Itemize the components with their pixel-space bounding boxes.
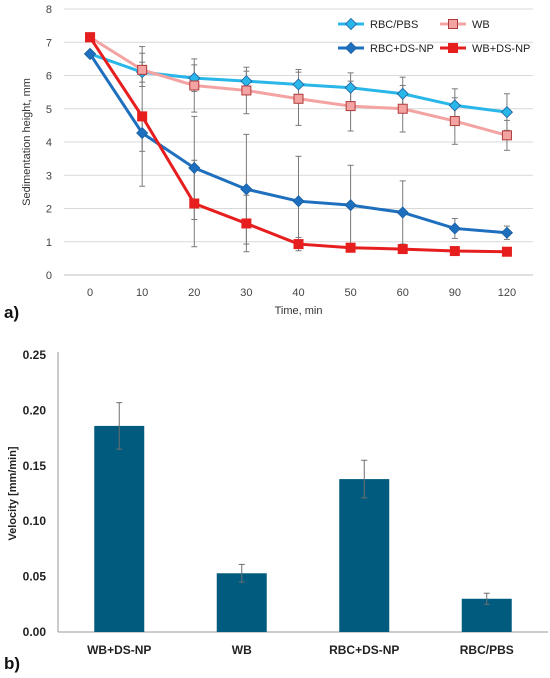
bar-chart-panel-b: 0.00 0.05 0.10 0.15 0.20 0.25 WB+DS-NP WB RBC+DS… (4, 348, 548, 673)
data-point-wb (501, 130, 512, 141)
data-point-wb-ds-np (397, 244, 408, 255)
data-point-rbc-pbs (344, 81, 357, 94)
legend-label: WB (472, 19, 490, 31)
data-point-rbc-ds-np (136, 126, 149, 140)
error-bar-rbc-ds-np (361, 459, 368, 499)
legend-marker (344, 17, 358, 31)
data-point-wb (345, 101, 356, 112)
legend-item-wb: WB (440, 19, 490, 31)
y-tick-label: 0 (46, 270, 52, 282)
legend-marker (448, 19, 458, 29)
data-point-wb (293, 93, 304, 104)
y-tick-label: 0.10 (23, 514, 47, 528)
data-point-wb-ds-np (137, 111, 148, 122)
bar-wb-ds-np (94, 425, 145, 632)
x-tick-label: WB (232, 643, 252, 657)
x-axis-label: Time, min (275, 305, 323, 317)
data-point-rbc-pbs (292, 78, 305, 91)
y-tick-label: 0.05 (23, 570, 47, 584)
data-point-wb (449, 116, 460, 127)
y-axis-label: Velocity [mm/min] (7, 446, 19, 540)
x-tick-label: RBC/PBS (460, 643, 514, 657)
y-tick-label: 0.25 (23, 348, 47, 362)
data-point-rbc-ds-np (188, 161, 201, 175)
data-point-wb (241, 85, 252, 96)
data-point-rbc-pbs (448, 99, 461, 112)
x-tick-label: 60 (397, 287, 409, 299)
y-tick-label: 0.00 (23, 625, 47, 639)
error-bar-wb-ds-np (116, 402, 123, 450)
panel-label-b: b) (4, 654, 20, 673)
data-point-rbc-ds-np (83, 47, 97, 60)
data-point-rbc-ds-np (240, 183, 253, 196)
x-tick-label: 50 (344, 287, 356, 299)
legend-label: WB+DS-NP (472, 43, 530, 55)
legend-item-wb-ds-np: WB+DS-NP (440, 43, 530, 55)
y-tick-label: 8 (46, 4, 52, 16)
y-tick-label: 0.15 (23, 459, 47, 473)
data-point-wb-ds-np (85, 32, 96, 43)
x-tick-label: 20 (188, 287, 200, 299)
data-point-rbc-ds-np (396, 206, 409, 219)
series-wb-ds-np (85, 32, 512, 257)
y-tick-label: 5 (46, 104, 52, 116)
y-tick-label: 0.20 (23, 403, 47, 417)
x-tick-label: 0 (87, 287, 93, 299)
data-point-rbc-ds-np (344, 199, 357, 212)
data-point-wb (397, 103, 408, 114)
bar-wb (216, 573, 267, 632)
x-tick-label: 120 (498, 287, 516, 299)
x-tick-label: 90 (449, 287, 461, 299)
data-point-rbc-ds-np (448, 222, 461, 235)
y-tick-label: 1 (46, 237, 52, 249)
bar-rbc-ds-np (339, 479, 390, 632)
legend-item-rbc-ds-np: RBC+DS-NP (338, 41, 434, 55)
data-point-rbc-pbs (500, 106, 514, 119)
y-tick-label: 2 (46, 204, 52, 216)
y-tick-label: 6 (46, 71, 52, 83)
data-point-rbc-ds-np (500, 226, 514, 239)
data-point-rbc-pbs (240, 75, 253, 88)
error-bar-wb (238, 563, 245, 583)
legend-item-rbc-pbs: RBC/PBS (338, 17, 418, 31)
legend-marker (448, 43, 458, 53)
legend-label: RBC+DS-NP (370, 43, 434, 55)
legend-marker (344, 41, 358, 55)
data-point-rbc-ds-np (292, 195, 305, 208)
data-point-wb-ds-np (449, 246, 460, 257)
data-point-wb (189, 80, 200, 91)
x-tick-label: RBC+DS-NP (329, 643, 399, 657)
x-tick-label: 10 (136, 287, 148, 299)
legend-label: RBC/PBS (370, 19, 418, 31)
data-point-wb-ds-np (501, 246, 512, 257)
y-axis-label: Sedimentation height, mm (21, 78, 33, 206)
data-point-wb (137, 64, 148, 75)
data-point-wb-ds-np (345, 242, 356, 253)
error-bar-rbc-pbs (483, 592, 490, 605)
data-point-rbc-pbs (396, 87, 409, 100)
y-tick-label: 7 (46, 37, 52, 49)
x-tick-label: 30 (240, 287, 252, 299)
panel-label-a: a) (4, 303, 19, 322)
y-tick-label: 4 (46, 137, 52, 149)
x-tick-label: WB+DS-NP (87, 643, 151, 657)
data-point-wb-ds-np (293, 239, 304, 250)
data-point-wb-ds-np (241, 218, 252, 229)
data-point-wb-ds-np (189, 198, 200, 209)
line-chart-panel-a: 0 1 2 3 4 5 6 7 8 0 10 20 30 40 50 60 90 120 Time, min Sedi… (4, 4, 533, 322)
y-tick-label: 3 (46, 170, 52, 182)
x-tick-label: 40 (292, 287, 304, 299)
